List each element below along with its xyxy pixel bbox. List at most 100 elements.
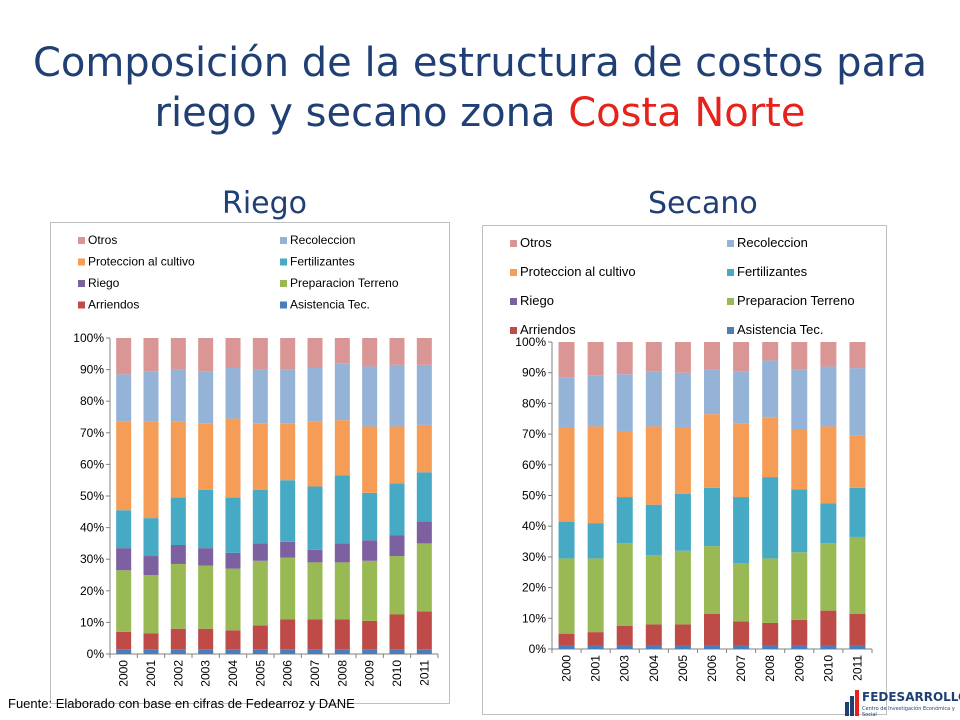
bar-segment [116, 649, 132, 654]
title-accent: Costa Norte [568, 90, 806, 136]
legend-swatch [510, 298, 517, 305]
bar-segment [362, 649, 378, 654]
bar-segment [143, 371, 159, 422]
bar-segment [733, 645, 750, 649]
bar-segment [674, 624, 691, 646]
bar-segment [645, 555, 662, 625]
bar-segment [252, 625, 268, 650]
bar-segment [849, 342, 866, 369]
bar-segment [116, 374, 132, 422]
legend-swatch [78, 280, 85, 287]
bar-segment [252, 560, 268, 626]
bar-segment [558, 427, 575, 522]
bar-segment [645, 624, 662, 646]
legend-label: Arriendos [88, 298, 139, 312]
bar-segment [416, 611, 432, 650]
legend-label: Fertilizantes [290, 255, 355, 269]
bar-segment [733, 342, 750, 372]
y-tick-label: 30% [522, 550, 546, 564]
y-tick-label: 0% [87, 647, 105, 661]
bar-segment [733, 423, 750, 498]
bar-segment [389, 364, 405, 427]
bar-segment [704, 487, 720, 547]
bar-segment [587, 645, 604, 649]
bar-segment [389, 614, 405, 650]
bar-segment [616, 543, 633, 626]
bar-segment [334, 543, 350, 563]
bar-segment [616, 497, 633, 544]
source-note: Fuente: Elaborado con base en cifras de … [8, 696, 355, 711]
x-tick-label: 2008 [335, 660, 349, 687]
x-tick-label: 2004 [647, 655, 661, 682]
x-tick-label: 2001 [589, 655, 603, 682]
bar-segment [307, 338, 323, 369]
bar-segment [280, 649, 296, 654]
y-tick-label: 20% [522, 581, 546, 595]
bar-segment [849, 645, 866, 649]
legend-label: Asistencia Tec. [290, 298, 370, 312]
bar-segment [225, 568, 241, 631]
bar-segment [280, 423, 296, 481]
bar-segment [674, 550, 691, 625]
y-tick-label: 50% [522, 489, 546, 503]
bar-segment [116, 548, 132, 571]
bar-segment [307, 368, 323, 422]
bar-segment [307, 549, 323, 563]
bar-segment [389, 556, 405, 615]
bar-segment [587, 523, 604, 559]
bar-segment [280, 369, 296, 424]
bar-segment [143, 633, 159, 650]
bar-segment [733, 497, 750, 564]
x-tick-label: 2003 [199, 660, 213, 687]
bar-segment [389, 483, 405, 536]
y-tick-label: 0% [529, 642, 547, 656]
bar-segment [791, 369, 808, 430]
bar-segment [674, 342, 691, 373]
legend-swatch [280, 237, 287, 244]
bar-segment [616, 431, 633, 498]
title-main: Composición de la estructura de costos p… [32, 40, 928, 136]
bar-segment [416, 364, 432, 425]
y-tick-label: 70% [80, 426, 104, 440]
bar-segment [849, 536, 866, 614]
bar-segment [791, 645, 808, 649]
legend-label: Recoleccion [290, 233, 355, 247]
bar-segment [762, 645, 779, 649]
bar-segment [849, 368, 866, 436]
bar-segment [558, 645, 575, 649]
y-tick-label: 80% [522, 396, 546, 410]
legend-label: Asistencia Tec. [737, 322, 823, 337]
legend-swatch [280, 301, 287, 309]
bar-segment [334, 475, 350, 544]
bar-segment [225, 552, 241, 569]
bar-segment [252, 423, 268, 490]
fedesarrollo-logo-icon [845, 690, 859, 716]
legend-label: Otros [520, 235, 552, 250]
bar-segment [225, 497, 241, 553]
bar-segment [334, 338, 350, 364]
bar-segment [116, 338, 132, 375]
bar-segment [362, 492, 378, 541]
bar-segment [198, 489, 214, 549]
bar-segment [280, 619, 296, 650]
bar-segment [587, 632, 604, 646]
bar-segment [252, 369, 268, 424]
bar-segment [143, 649, 159, 654]
bar-segment [587, 558, 604, 633]
bar-segment [334, 363, 350, 421]
bar-segment [225, 418, 241, 498]
logo-subtitle: Centro de Investigación Económica y Soci… [862, 706, 955, 718]
bar-segment [334, 420, 350, 476]
y-tick-label: 40% [522, 519, 546, 533]
bar-segment [198, 565, 214, 629]
bar-segment [645, 504, 662, 556]
bar-segment [389, 535, 405, 557]
x-tick-label: 2000 [117, 660, 131, 687]
bar-segment [252, 338, 268, 370]
bar-segment [143, 556, 159, 575]
bar-segment [280, 541, 296, 558]
x-tick-label: 2011 [417, 660, 431, 686]
riego-chart: Otros Recoleccion Proteccion al cultivo Fer… [50, 222, 450, 704]
bar-segment [307, 562, 323, 620]
legend-swatch [727, 327, 734, 334]
